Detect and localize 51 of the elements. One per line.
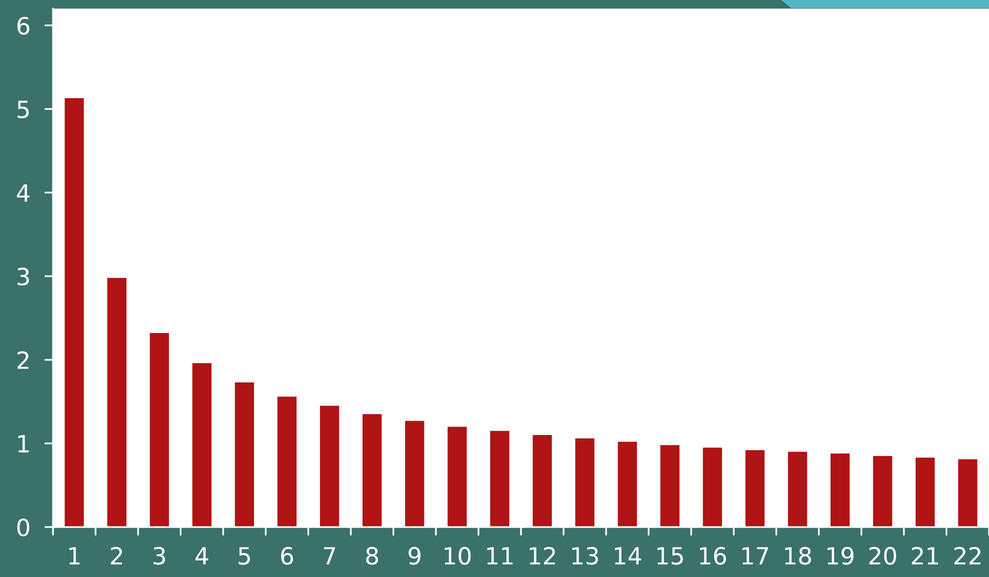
bar [448, 426, 467, 528]
x-tick-label: 17 [742, 547, 768, 564]
x-tick-label: 16 [700, 546, 726, 565]
x-tick-label: 1 [69, 547, 80, 564]
bar [873, 456, 892, 528]
y-tick-label: 6 [17, 16, 30, 35]
bar [830, 453, 850, 528]
bar [320, 406, 340, 528]
x-tick-label: 18 [785, 546, 811, 565]
x-tick-label: 5 [238, 547, 250, 565]
bar [192, 363, 212, 528]
x-tick-label: 6 [281, 546, 294, 565]
x-tick-label: 13 [572, 546, 598, 565]
x-tick-label: 7 [324, 547, 336, 564]
y-tick-label: 5 [18, 100, 29, 118]
x-tick-label: 2 [111, 546, 122, 564]
x-tick-label: 12 [530, 546, 555, 564]
bar [575, 438, 594, 528]
bar [916, 458, 935, 528]
x-tick-label: 22 [954, 546, 980, 564]
x-tick-label: 14 [614, 547, 642, 564]
y-tick-label: 0 [17, 518, 30, 536]
x-tick-label: 20 [869, 546, 896, 565]
bar [150, 333, 169, 528]
x-tick-label: 3 [154, 546, 165, 565]
bar [490, 430, 510, 528]
bar [234, 382, 254, 528]
bar [362, 414, 382, 528]
bar [958, 459, 978, 528]
x-tick-label: 19 [828, 546, 854, 565]
bar [405, 420, 424, 528]
bar [107, 278, 126, 528]
y-tick-label: 2 [17, 351, 28, 369]
bar [788, 452, 808, 528]
x-tick-label: 9 [408, 546, 420, 565]
bar [64, 98, 84, 528]
x-tick-label: 8 [366, 546, 378, 565]
x-tick-label: 11 [487, 547, 513, 564]
bar [660, 445, 680, 528]
y-tick-label: 3 [18, 268, 29, 286]
bar [618, 442, 637, 528]
x-tick-label: 10 [444, 546, 471, 565]
y-tick-label: 1 [18, 435, 29, 452]
x-tick-label: 4 [196, 547, 208, 564]
x-tick-label: 15 [657, 547, 683, 565]
bar [532, 435, 552, 528]
bar [745, 450, 765, 528]
y-tick-label: 4 [16, 184, 30, 202]
x-tick-label: 21 [912, 546, 938, 564]
bar [277, 396, 297, 528]
bar [702, 448, 722, 528]
